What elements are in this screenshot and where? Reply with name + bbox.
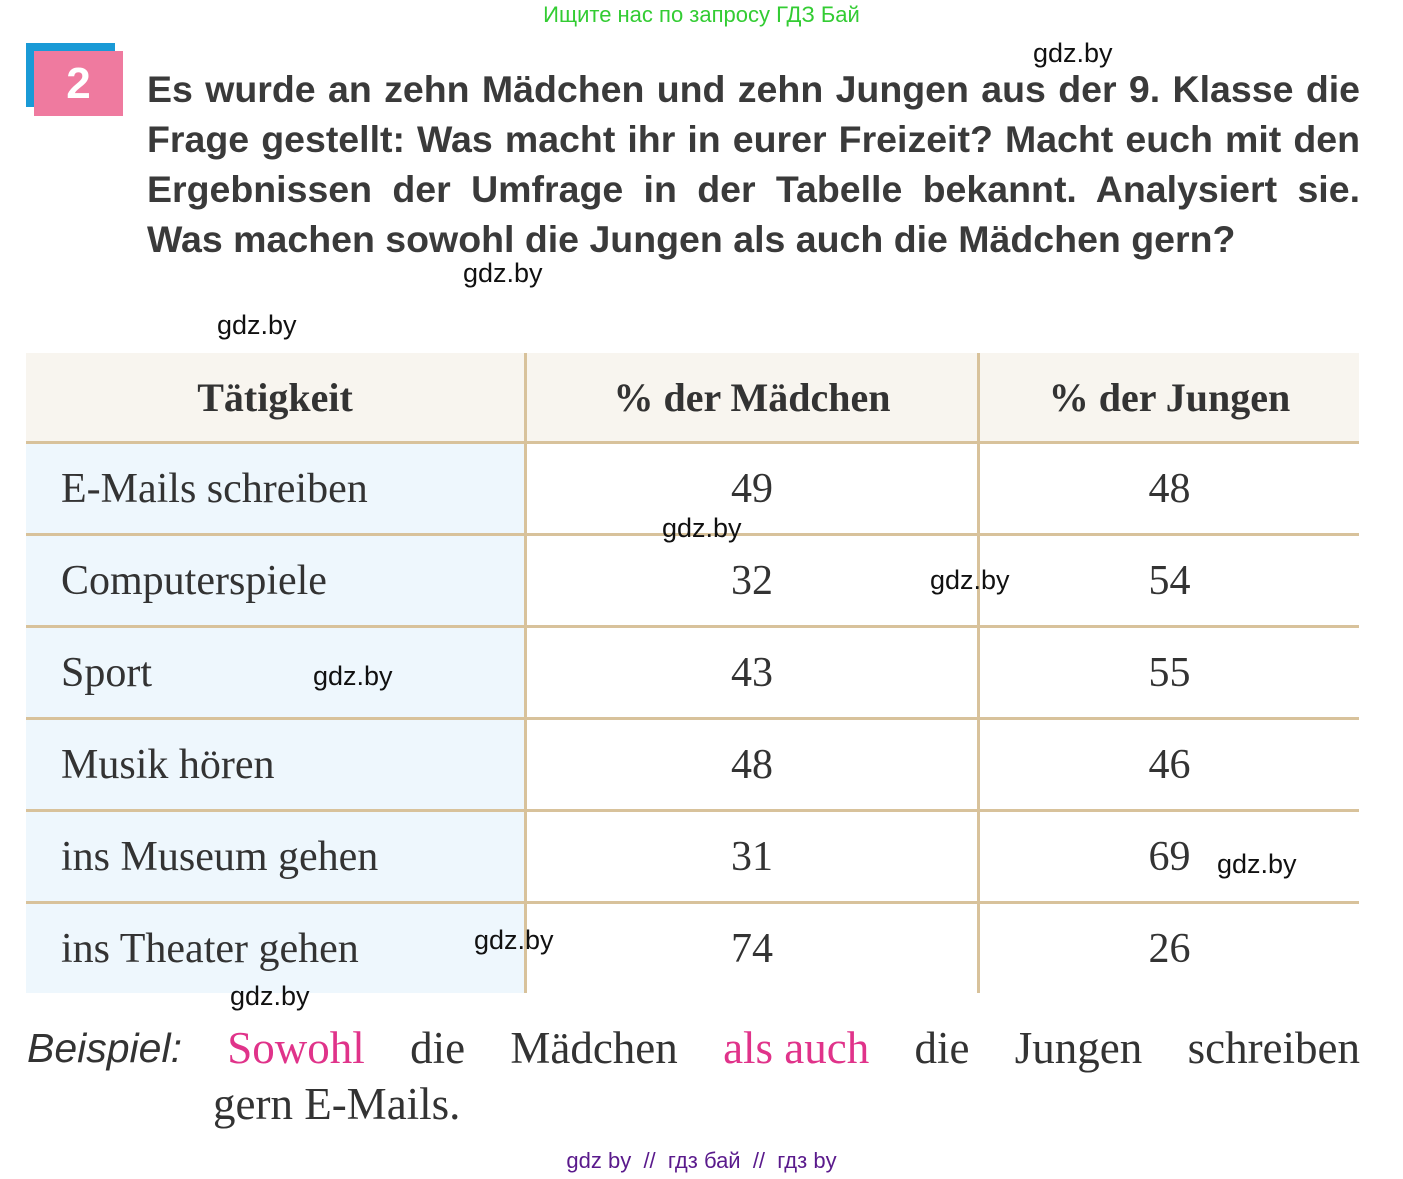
watermark: gdz.by (463, 258, 543, 288)
cell-activity: ins Museum gehen (26, 810, 527, 904)
cell-boys: 69 (978, 810, 1359, 904)
top-banner: Ищите нас по запросу ГДЗ Бай (543, 2, 860, 27)
cell-boys: 54 (978, 534, 1359, 628)
cell-boys: 55 (978, 626, 1359, 720)
table-row: Computerspiele 32 54 (26, 534, 1359, 628)
table-row: ins Museum gehen 31 69 (26, 810, 1359, 904)
cell-girls: 43 (525, 626, 980, 720)
example-word: schreiben (1187, 1023, 1360, 1073)
cell-activity: E-Mails schreiben (26, 442, 527, 536)
header-girls: % der Mädchen (525, 353, 980, 444)
example-word: Mädchen (510, 1023, 678, 1073)
watermark: gdz.by (474, 925, 554, 955)
cell-activity: Musik hören (26, 718, 527, 812)
task-number-badge: 2 (34, 51, 123, 116)
watermark: gdz.by (930, 565, 1010, 595)
table-row: E-Mails schreiben 49 48 (26, 442, 1359, 536)
highlight-sowohl: Sowohl (227, 1023, 365, 1073)
table-row: Musik hören 48 46 (26, 718, 1359, 812)
cell-activity: Computerspiele (26, 534, 527, 628)
cell-boys: 46 (978, 718, 1359, 812)
survey-table: Tätigkeit % der Mädchen % der Jungen E-M… (26, 353, 1359, 993)
watermark: gdz.by (230, 981, 310, 1011)
watermark: gdz.by (1033, 38, 1113, 68)
header-activity: Tätigkeit (26, 353, 527, 444)
example-word: die (914, 1023, 970, 1073)
table-row: ins Theater gehen 74 26 (26, 902, 1359, 993)
example-line-2: gern E-Mails. (213, 1079, 461, 1129)
cell-girls: 74 (525, 902, 980, 993)
example-word: die (410, 1023, 466, 1073)
cell-boys: 48 (978, 442, 1359, 536)
cell-activity: ins Theater gehen (26, 902, 527, 993)
header-boys: % der Jungen (978, 353, 1359, 444)
cell-activity: Sport (26, 626, 527, 720)
cell-girls: 49 (525, 442, 980, 536)
table-header-row: Tätigkeit % der Mädchen % der Jungen (26, 353, 1359, 444)
task-instructions: Es wurde an zehn Mädchen und zehn Jungen… (147, 68, 1360, 260)
cell-girls: 48 (525, 718, 980, 812)
cell-girls: 32 (525, 534, 980, 628)
example-word: Jungen (1014, 1023, 1143, 1073)
table-row: Sport 43 55 (26, 626, 1359, 720)
example-label: Beispiel: (27, 1025, 182, 1071)
cell-girls: 31 (525, 810, 980, 904)
watermark: gdz.by (313, 661, 393, 691)
watermark: gdz.by (217, 310, 297, 340)
watermark: gdz.by (662, 513, 742, 543)
cell-boys: 26 (1148, 925, 1191, 972)
footer-watermark: gdz by // гдз бай // гдз by (566, 1148, 837, 1173)
example-sentence: Beispiel: Sowohl die Mädchen als auch di… (27, 1020, 1360, 1132)
watermark: gdz.by (1217, 849, 1297, 879)
highlight-als-auch: als auch (723, 1023, 870, 1073)
